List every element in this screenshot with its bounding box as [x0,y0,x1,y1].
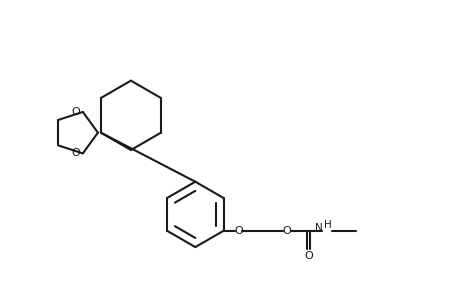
Text: O: O [234,226,242,236]
Text: O: O [303,250,312,260]
Text: N: N [314,223,322,233]
Text: H: H [323,220,331,230]
Text: O: O [282,226,291,236]
Text: O: O [72,107,80,117]
Text: O: O [72,148,80,158]
